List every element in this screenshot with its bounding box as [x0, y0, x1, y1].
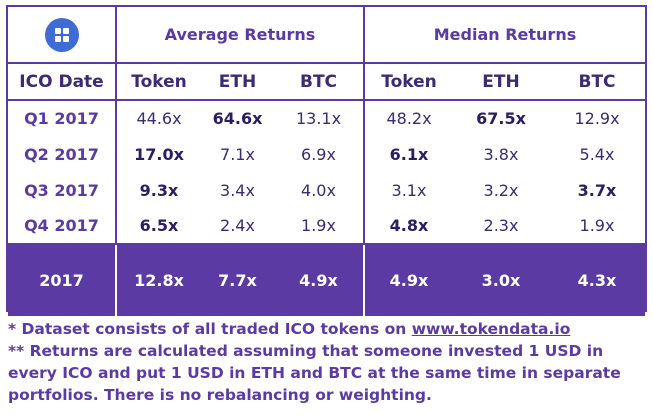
grid-logo-icon	[44, 17, 79, 52]
total-cell: 3.0x	[481, 271, 521, 290]
total-cell: 4.9x	[299, 271, 338, 290]
table-cell: 7.1x	[220, 144, 255, 164]
table-row: Q4 2017 6.5x 2.4x 1.9x 4.8x 2.3x 1.9x	[8, 208, 645, 245]
total-cell: 7.7x	[218, 271, 257, 290]
table-cell: 2.3x	[453, 208, 549, 245]
total-row-label: 2017	[39, 271, 84, 290]
total-row: 2017 12.8x 7.7x 4.9x 4.9x 3.0x 4.3x	[8, 244, 645, 316]
footnote-method: ** Returns are calculated assuming that …	[8, 342, 621, 404]
footnote-dataset-text: * Dataset consists of all traded ICO tok…	[8, 320, 412, 338]
table-cell: 4.8x	[363, 208, 453, 245]
col-head-med-eth: ETH	[453, 63, 549, 101]
col-head-avg-token: Token	[115, 63, 201, 101]
table-cell: 13.1x	[295, 109, 342, 128]
table-cell: 5.4x	[579, 144, 615, 164]
row-label: Q1 2017	[24, 109, 99, 128]
table-cell: 9.3x	[115, 172, 201, 208]
row-header-label: ICO Date	[8, 63, 116, 101]
group-title-average: Average Returns	[115, 7, 364, 64]
table-cell: 48.2x	[363, 100, 453, 136]
table-row: Q2 2017 17.0x 7.1x 6.9x 6.1x 3.8x 5.4x	[8, 136, 645, 172]
table-cell: 6.9x	[301, 144, 336, 164]
table-cell: 6.5x	[115, 208, 201, 245]
table-row: Q3 2017 9.3x 3.4x 4.0x 3.1x 3.2x 3.7x	[8, 172, 645, 208]
total-cell: 4.9x	[363, 244, 453, 316]
table-cell: 4.0x	[301, 180, 336, 200]
col-head-med-token: Token	[363, 63, 453, 101]
footnotes: * Dataset consists of all traded ICO tok…	[8, 318, 648, 406]
table-cell: 64.6x	[212, 109, 263, 128]
table-cell: 3.2x	[483, 180, 519, 200]
returns-table: Average Returns Median Returns ICO Date …	[6, 5, 647, 316]
footnote-dataset: * Dataset consists of all traded ICO tok…	[8, 318, 648, 340]
group-title-median: Median Returns	[363, 7, 645, 64]
table-cell: 3.7x	[577, 180, 617, 200]
column-header-row: ICO Date Token ETH BTC Token ETH BTC	[8, 63, 645, 101]
total-cell: 12.8x	[115, 244, 201, 316]
col-head-avg-btc: BTC	[274, 63, 364, 101]
table-cell: 67.5x	[476, 109, 526, 128]
table-cell: 2.4x	[201, 208, 274, 245]
col-head-avg-eth: ETH	[201, 63, 274, 101]
total-cell: 4.3x	[577, 271, 617, 290]
logo-cell	[8, 7, 116, 64]
table-cell: 12.9x	[574, 109, 620, 128]
row-label: Q4 2017	[8, 208, 116, 245]
data-rows: Q1 2017 44.6x 64.6x 13.1x 48.2x 67.5x 12.9x Q2 …	[8, 100, 645, 245]
col-head-med-btc: BTC	[549, 63, 645, 101]
table-row: Q1 2017 44.6x 64.6x 13.1x 48.2x 67.5x 12.9x	[8, 100, 645, 136]
table-cell: 1.9x	[549, 208, 645, 245]
group-header-row: Average Returns Median Returns	[8, 7, 645, 64]
row-label: Q2 2017	[24, 144, 99, 164]
table-cell: 3.4x	[220, 180, 255, 200]
table-cell: 3.8x	[483, 144, 519, 164]
table-cell: 17.0x	[115, 136, 201, 172]
row-label: Q3 2017	[24, 180, 99, 200]
table-cell: 1.9x	[274, 208, 364, 245]
tokendata-link[interactable]: www.tokendata.io	[411, 320, 571, 338]
table-cell: 44.6x	[115, 100, 201, 136]
table-cell: 6.1x	[363, 136, 453, 172]
table-cell: 3.1x	[363, 172, 453, 208]
